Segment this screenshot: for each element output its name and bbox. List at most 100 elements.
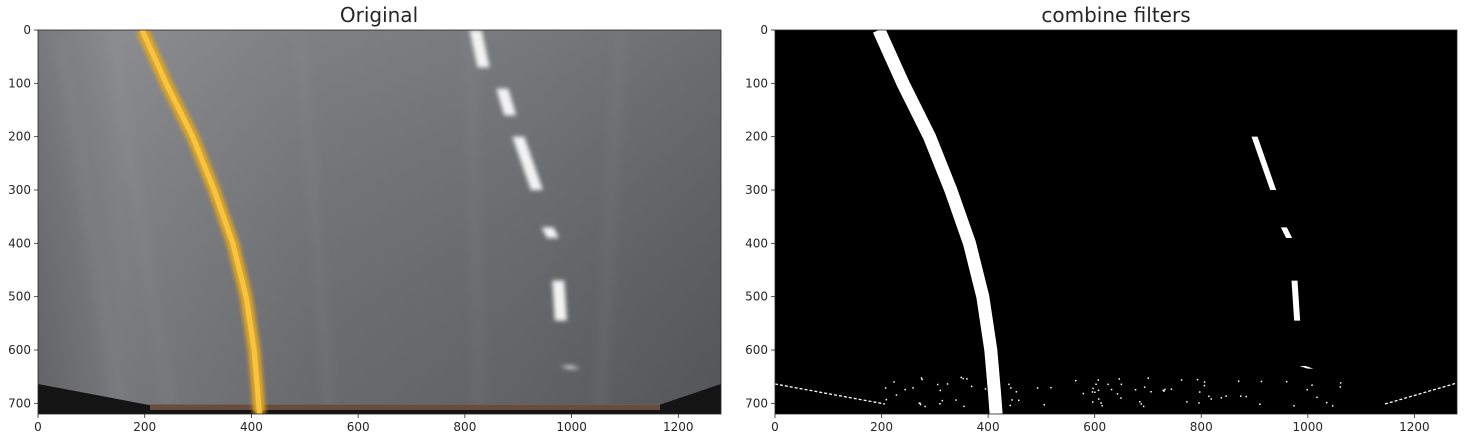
noise-speck [1043,404,1045,406]
noise-speck [1095,383,1097,385]
white-dash [512,136,543,190]
white-dash [496,88,517,116]
original-xtick-label: 1000 [556,420,587,434]
noise-speck [970,385,973,388]
binary-image [775,30,1457,414]
noise-speck [1331,405,1334,407]
noise-speck [1260,380,1263,383]
original-image [38,30,721,414]
noise-speck [1147,377,1149,379]
noise-speck [1050,386,1052,389]
noise-speck [1316,396,1318,399]
noise-speck [991,401,994,403]
noise-speck [1162,389,1164,392]
noise-speck [1018,399,1020,402]
noise-speck [1339,386,1342,388]
original-ytick-label: 200 [8,130,31,144]
original-ytick-label: 400 [8,236,31,250]
noise-speck [1120,383,1123,386]
noise-speck [1010,387,1012,389]
noise-speck [1150,391,1152,393]
noise-speck [1198,402,1200,404]
noise-speck [1210,398,1212,400]
noise-speck [884,387,887,389]
noise-speck [939,403,941,405]
combine-filters-ytick-label: 600 [745,343,768,357]
combine-filters-axes: 0 200 400 600 800 1000 1200 0 100 200 300 400 500 600… [745,23,1430,434]
binary-left-lane [872,30,1003,414]
white-dash [541,227,559,238]
binary-dash [1251,136,1277,190]
noise-speck [941,399,944,402]
noise-speck [893,381,895,383]
noise-speck [1306,388,1308,391]
original-xtick-label: 200 [133,420,156,434]
noise-speck [885,398,888,401]
combine-filters-xtick-label: 600 [1083,420,1106,434]
noise-speck [1259,403,1261,405]
noise-speck [1285,380,1288,383]
noise-speck [1092,387,1094,390]
noise-speck [1199,391,1201,393]
noise-speck [1164,388,1166,391]
original-ytick-label: 100 [8,76,31,90]
noise-speck [1240,395,1242,397]
noise-speck [1208,395,1210,398]
noise-speck [1015,391,1018,393]
noise-speck [1097,389,1100,392]
noise-speck [919,403,922,406]
original-axes: 0 200 400 600 800 1000 1200 0 100 200 300 400 500 600… [8,23,693,434]
combine-filters-xtick-label: 1000 [1293,420,1324,434]
noise-speck [1011,399,1013,401]
binary-noise [884,376,1342,408]
noise-speck [1120,397,1122,399]
original-xtick-label: 0 [34,420,42,434]
combine-filters-xtick-label: 800 [1190,420,1213,434]
noise-speck [960,376,962,379]
binary-dash [1299,366,1314,369]
noise-speck [1110,388,1113,391]
noise-speck [1098,398,1100,400]
white-dash [552,280,567,321]
noise-speck [1100,402,1102,404]
noise-speck [966,378,968,380]
noise-speck [963,405,965,408]
noise-speck [1203,384,1206,387]
original-ytick-label: 500 [8,290,31,304]
noise-speck [1339,382,1342,384]
noise-speck [1008,383,1010,386]
noise-speck [1143,386,1146,388]
white-lane-dashes [469,30,581,369]
white-dash [469,30,490,68]
noise-speck [1225,395,1227,397]
noise-speck [1142,405,1145,408]
noise-speck [1091,391,1094,393]
noise-speck [955,399,957,401]
combine-filters-ytick-label: 400 [745,236,768,250]
noise-speck [1180,379,1183,381]
binary-right-lane [1251,136,1314,369]
noise-speck [939,389,941,392]
combine-filters-title: combine filters [1041,3,1190,27]
combine-filters-ytick-label: 200 [745,130,768,144]
combine-filters-ytick-label: 0 [760,23,768,37]
original-xtick-label: 600 [347,420,370,434]
noise-speck [1237,380,1240,382]
original-ytick-label: 0 [23,23,31,37]
noise-speck [921,378,923,381]
yellow-lane-core [139,30,262,414]
noise-speck [936,383,939,386]
original-xtick-label: 1200 [663,420,694,434]
noise-speck [1009,404,1011,407]
noise-speck [1203,381,1206,383]
combine-filters-xtick-label: 0 [771,420,779,434]
noise-speck [1220,397,1223,399]
noise-speck [1163,390,1165,392]
noise-speck [1118,378,1120,380]
noise-speck [1170,388,1173,390]
noise-speck [1134,389,1137,391]
combine-filters-ytick-label: 100 [745,76,768,90]
noise-speck [1101,405,1103,407]
noise-speck [918,402,921,404]
